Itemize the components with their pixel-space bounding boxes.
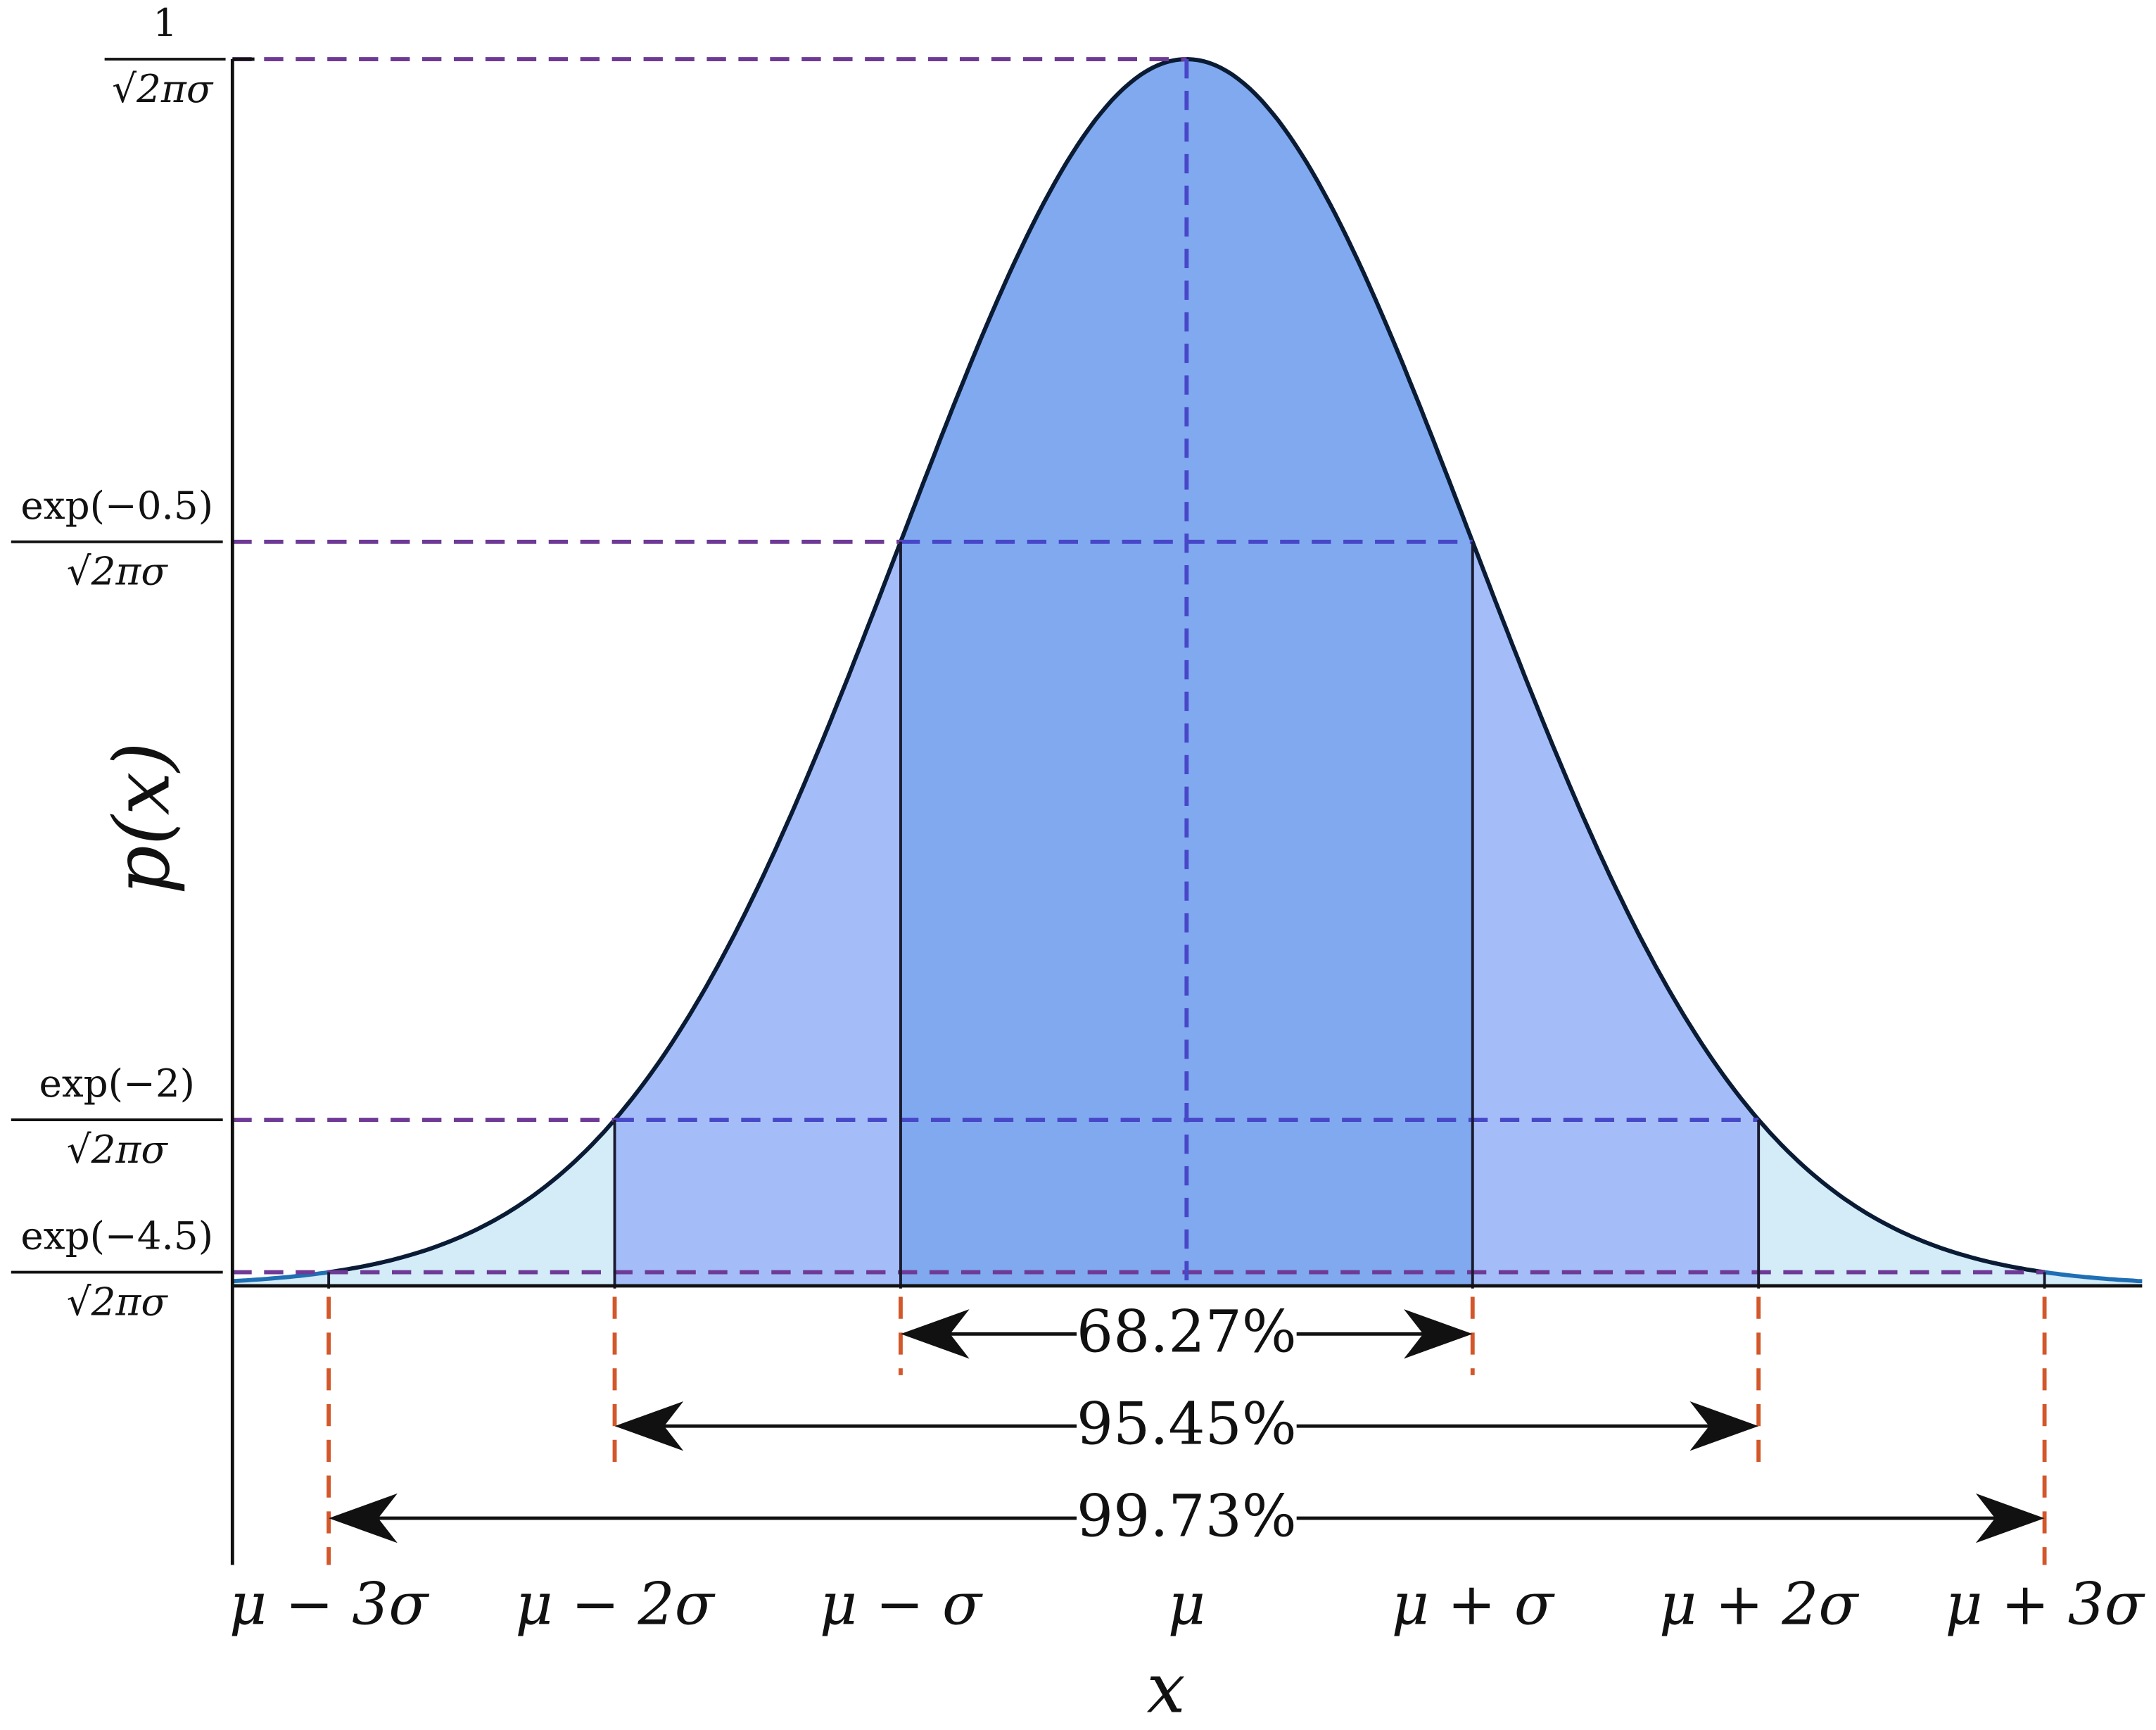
- y-tick-denominator: √2πσ: [112, 66, 214, 111]
- x-tick-label: μ − 3σ: [229, 1572, 429, 1639]
- interval-label: 99.73%: [1077, 1484, 1297, 1551]
- y-axis-label: p(x): [97, 742, 187, 895]
- x-axis-label: x: [1147, 1649, 1186, 1729]
- y-tick-numerator: 1: [153, 0, 177, 45]
- labels: 68.27% 95.45% 99.73% 1 √2πσ exp(−0.5) √2πσ exp(…: [11, 0, 2145, 1729]
- y-tick-numerator: exp(−2): [39, 1061, 195, 1106]
- x-tick-label: μ: [1168, 1572, 1205, 1639]
- arrow-head: [1975, 1493, 2045, 1543]
- x-tick-label: μ + 3σ: [1945, 1572, 2145, 1639]
- interval-label: 95.45%: [1077, 1391, 1297, 1458]
- arrow-head: [329, 1493, 398, 1543]
- x-tick-label: μ − σ: [820, 1572, 983, 1639]
- y-tick-numerator: exp(−4.5): [20, 1213, 213, 1258]
- arrow-head: [1689, 1401, 1759, 1451]
- guides: [230, 57, 2143, 1565]
- x-tick-label: μ − 2σ: [515, 1572, 715, 1639]
- arrow-head: [900, 1309, 970, 1359]
- label-bg: [1077, 1393, 1297, 1460]
- arrow-head: [614, 1401, 684, 1451]
- area-region: [232, 1120, 615, 1286]
- y-tick-numerator: exp(−0.5): [20, 483, 213, 528]
- arrow-head: [1404, 1309, 1473, 1359]
- label-bg: [1077, 1485, 1297, 1551]
- area-region: [1758, 1120, 2143, 1286]
- x-tick-label: μ + σ: [1392, 1572, 1555, 1639]
- x-tick-label: μ + 2σ: [1659, 1572, 1859, 1639]
- y-tick-denominator: √2πσ: [67, 549, 169, 594]
- interval-label: 68.27%: [1077, 1299, 1297, 1366]
- y-tick-denominator: √2πσ: [67, 1127, 169, 1172]
- label-bg: [1077, 1301, 1297, 1368]
- y-tick-denominator: √2πσ: [67, 1279, 169, 1324]
